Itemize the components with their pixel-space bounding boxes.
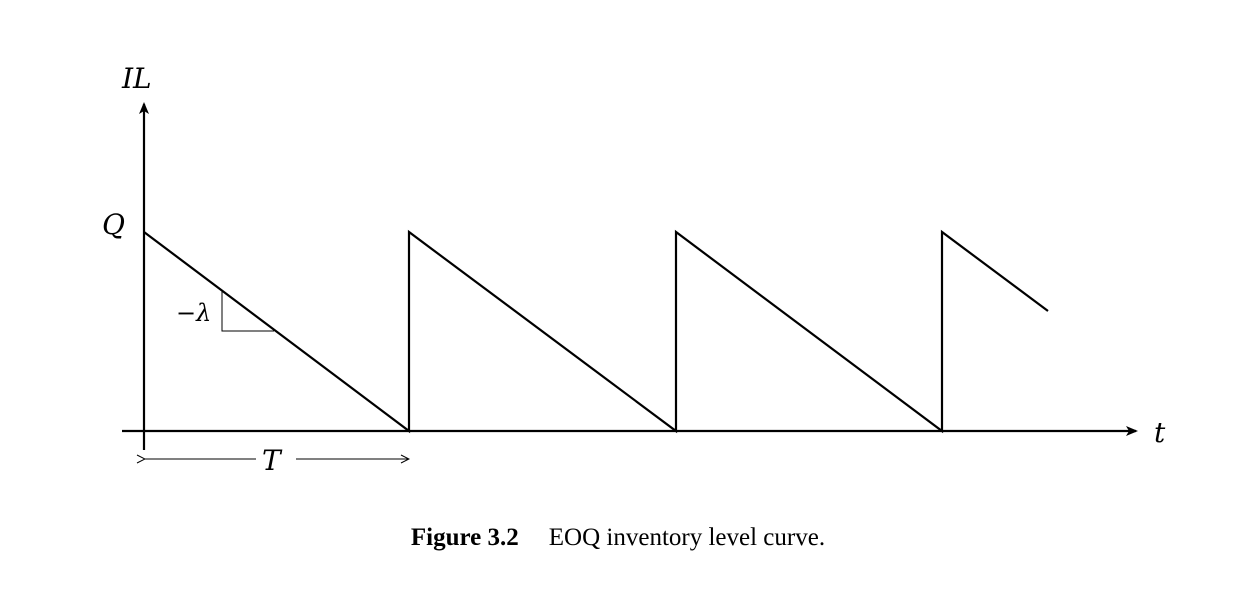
period-label: T: [262, 444, 283, 477]
figure-caption-text: EOQ inventory level curve.: [548, 524, 826, 551]
x-axis-label: t: [1154, 416, 1166, 449]
inventory-level-curve: [143, 229, 1049, 434]
slope-label: −λ: [176, 299, 211, 327]
figure-caption: Figure 3.2 EOQ inventory level curve.: [0, 524, 1236, 552]
y-axis-label: IL: [121, 62, 152, 95]
level-label-q: Q: [102, 208, 125, 241]
slope-triangle: [221, 291, 274, 332]
figure-number: Figure 3.2: [410, 524, 519, 551]
